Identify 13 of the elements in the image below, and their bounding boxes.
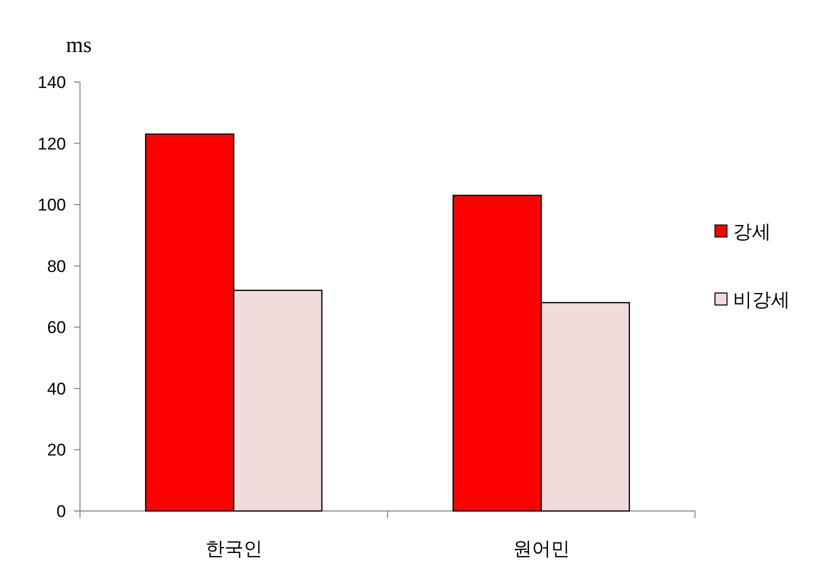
y-axis-title: ms <box>66 32 92 57</box>
y-tick-label: 120 <box>38 134 66 154</box>
y-tick-label: 140 <box>38 73 66 92</box>
x-tick-label: 한국인 <box>205 539 262 560</box>
y-tick-label: 20 <box>47 440 66 460</box>
x-tick-label: 원어민 <box>512 539 570 560</box>
legend-label: 강세 <box>733 222 771 243</box>
legend-label: 비강세 <box>733 290 790 311</box>
y-tick-label: 40 <box>47 379 66 398</box>
y-tick-label: 60 <box>47 318 66 338</box>
y-tick-label: 80 <box>47 256 66 276</box>
y-tick-label: 0 <box>56 502 66 521</box>
y-tick-label: 100 <box>38 196 66 215</box>
